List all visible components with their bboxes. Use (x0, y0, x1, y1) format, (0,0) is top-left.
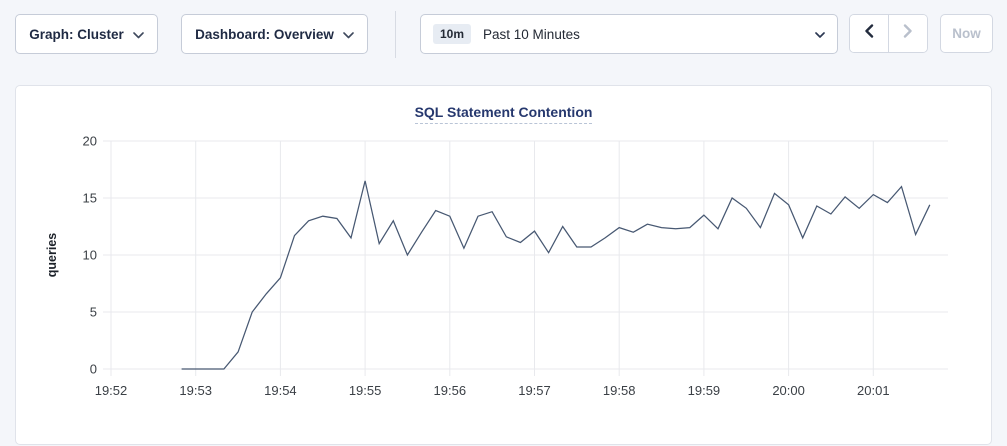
time-step-buttons (849, 14, 928, 53)
dashboard-dropdown[interactable]: Dashboard: Overview (181, 14, 368, 54)
y-tick-label: 15 (83, 191, 97, 206)
x-tick-label: 19:59 (688, 383, 721, 398)
chevron-down-icon (132, 27, 144, 42)
x-tick-label: 19:54 (264, 383, 297, 398)
y-axis-label: queries (45, 233, 59, 278)
x-tick-label: 20:01 (857, 383, 890, 398)
dashboard-dropdown-label: Dashboard: Overview (195, 26, 334, 42)
chevron-down-icon (815, 26, 825, 44)
x-tick-label: 20:00 (772, 383, 805, 398)
chevron-down-icon (343, 27, 354, 42)
chevron-right-icon (903, 24, 913, 43)
x-tick-label: 19:56 (434, 383, 467, 398)
chevron-left-icon (864, 24, 874, 43)
next-time-button[interactable] (889, 15, 927, 52)
y-tick-label: 0 (90, 362, 97, 377)
x-tick-label: 19:53 (179, 383, 212, 398)
x-tick-label: 19:52 (95, 383, 128, 398)
x-tick-label: 19:58 (603, 383, 636, 398)
y-tick-label: 10 (83, 248, 97, 263)
x-tick-label: 19:55 (349, 383, 382, 398)
y-tick-label: 20 (83, 134, 97, 149)
sql-statement-contention-chart: 0 5 10 15 20 19:52 19:53 19:54 19:55 19:56 19:57 19… (45, 134, 948, 398)
x-tick-label: 19:57 (518, 383, 551, 398)
graph-dropdown[interactable]: Graph: Cluster (15, 14, 158, 54)
toolbar-divider (395, 11, 396, 58)
chart-title[interactable]: SQL Statement Contention (414, 104, 593, 124)
y-tick-label: 5 (90, 305, 97, 320)
time-range-dropdown[interactable]: 10m Past 10 Minutes (420, 14, 838, 54)
prev-time-button[interactable] (850, 15, 889, 52)
time-range-badge: 10m (433, 24, 472, 44)
now-button-label: Now (952, 26, 981, 41)
time-range-label: Past 10 Minutes (483, 26, 580, 42)
graph-dropdown-label: Graph: Cluster (29, 26, 124, 42)
data-series-line (181, 180, 931, 370)
now-button[interactable]: Now (940, 14, 993, 53)
chart-card: SQL Statement Contention 0 5 10 15 20 19:52 19… (15, 85, 992, 445)
